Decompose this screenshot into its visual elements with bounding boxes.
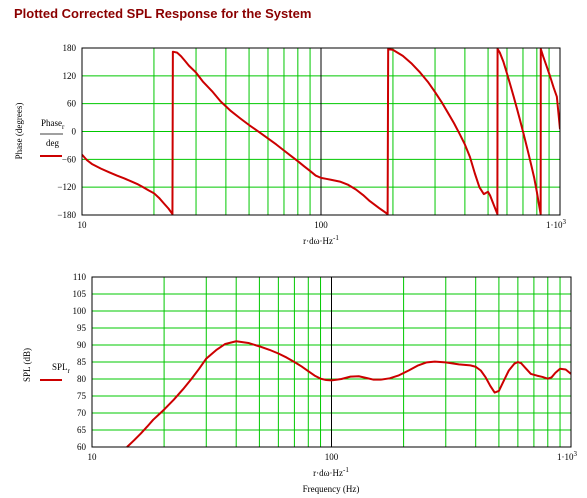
spl-x-axis-label: r·dω·Hz-1 [313,466,349,478]
spl-y-tick-label: 70 [77,408,87,418]
spl-legend: SPLr [40,362,71,381]
spl-x-axis-label-frequency: Frequency (Hz) [303,484,360,494]
spl-series-line [126,340,571,448]
phase-chart: −180 −120 −60 0 60 120 180 10 100 1·103 Phase (d… [14,43,567,246]
phase-y-tick-label: 180 [63,43,77,53]
spl-x-tick-label: 100 [325,452,339,462]
phase-legend-label: Phaser [41,118,65,131]
spl-y-tick-label: 80 [77,374,87,384]
spl-y-tick-label: 85 [77,357,87,367]
spl-y-tick-label: 100 [73,306,87,316]
phase-series-line [82,47,560,216]
spl-y-tick-label: 65 [77,425,87,435]
phase-y-tick-label: −180 [57,210,76,220]
phase-y-tick-label: −120 [57,182,76,192]
spl-legend-label: SPLr [52,362,71,375]
phase-y-tick-label: −60 [62,154,77,164]
phase-x-tick-label: 1·103 [546,218,567,230]
phase-x-tick-label: 10 [78,220,88,230]
spl-y-tick-label: 75 [77,391,87,401]
spl-y-tick-label: 105 [73,289,87,299]
phase-grid [82,48,560,215]
spl-y-tick-label: 110 [73,272,87,282]
phase-x-tick-label: 100 [314,220,328,230]
phase-y-tick-label: 60 [67,99,77,109]
spl-plot-frame [91,276,572,448]
spl-y-tick-labels: 60 65 70 75 80 85 90 95 100 105 110 [73,272,87,452]
phase-y-tick-labels: −180 −120 −60 0 60 120 180 [57,43,76,220]
spl-trace [126,340,571,448]
phase-legend-denominator: deg [46,138,59,148]
spl-grid [92,277,571,447]
phase-y-tick-label: 120 [63,71,77,81]
spl-y-tick-label: 95 [77,323,87,333]
spl-y-axis-label: SPL (dB) [22,348,32,382]
spl-x-tick-label: 10 [88,452,98,462]
phase-legend: Phaser deg [40,118,65,157]
spl-y-tick-label: 90 [77,340,87,350]
spl-chart: 60 65 70 75 80 85 90 95 100 105 110 10 100 1·103 SPL… [22,272,578,494]
phase-trace [82,47,560,216]
phase-x-axis-label: r·dω·Hz-1 [303,234,339,246]
spl-y-tick-label: 60 [77,442,87,452]
phase-y-tick-label: 0 [72,127,77,137]
page-title: Plotted Corrected SPL Response for the S… [14,6,312,21]
spl-x-tick-label: 1·103 [557,450,578,462]
phase-y-axis-label: Phase (degrees) [14,103,24,160]
phase-plot-frame [81,47,561,216]
phase-x-tick-labels: 10 100 1·103 [78,218,567,230]
spl-x-tick-labels: 10 100 1·103 [88,450,578,462]
